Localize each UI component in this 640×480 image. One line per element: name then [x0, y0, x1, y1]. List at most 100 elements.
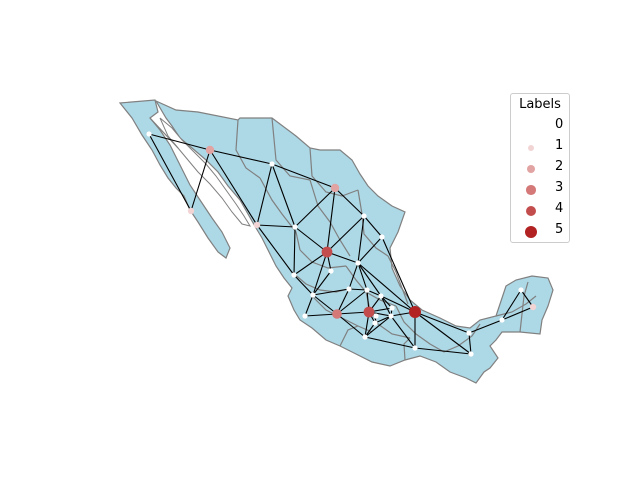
mainland	[154, 99, 554, 384]
node-mor	[372, 320, 378, 326]
edge-gto-qro	[348, 288, 368, 291]
node-son	[205, 145, 215, 155]
node-mich	[332, 309, 342, 319]
node-tab	[466, 330, 472, 336]
edge-slp-hgo	[357, 262, 382, 297]
node-mex	[363, 306, 375, 318]
edge-camp-qroo	[501, 306, 534, 321]
edge-dgo-zac	[294, 226, 328, 253]
edge-mor-gro	[364, 322, 376, 338]
edge-jal-gto	[312, 288, 350, 296]
legend-swatch	[528, 124, 534, 130]
legend-swatch	[525, 226, 537, 238]
edge-pue-oax	[390, 315, 416, 349]
legend-swatch	[526, 164, 536, 174]
mexico-land	[118, 99, 554, 384]
legend-label: 1	[555, 138, 564, 153]
network-nodes	[146, 131, 537, 357]
edge-sin-dgo	[256, 224, 296, 228]
edge-qro-mich	[336, 289, 368, 315]
legend-item: 1	[511, 137, 571, 157]
node-pue	[388, 313, 394, 319]
edge-slp-gto	[348, 262, 359, 290]
node-gto	[346, 286, 352, 292]
edge-tamps-slp	[357, 236, 383, 264]
edge-son-chih	[209, 149, 273, 165]
edge-hgo-pue	[380, 295, 392, 317]
legend-label: 4	[555, 201, 564, 216]
legend-label: 2	[555, 159, 564, 174]
edge-yuc-qroo	[520, 289, 534, 308]
edge-jal-col	[304, 294, 314, 317]
baja-peninsula	[118, 99, 231, 259]
edge-mor-pue	[374, 315, 392, 324]
edge-coah-nl	[334, 187, 365, 217]
edge-slp-ver	[357, 262, 416, 313]
edge-tamps-ver	[381, 236, 416, 313]
edge-nl-tamps	[363, 215, 383, 238]
edge-nay-jal	[293, 274, 314, 296]
edge-sin-nay	[256, 224, 295, 276]
edge-chis-tab	[468, 332, 472, 355]
edge-gro-oax	[364, 336, 416, 349]
edge-bc-son	[148, 133, 211, 151]
edge-nl-slp	[357, 215, 365, 264]
node-zac	[321, 246, 333, 258]
edge-hgo-tlax	[380, 295, 393, 309]
node-nl	[361, 213, 367, 219]
node-bc	[146, 131, 152, 137]
gulf-of-california	[159, 117, 252, 227]
node-gro	[362, 334, 368, 340]
node-cdmx	[373, 313, 379, 319]
legend-swatch	[526, 185, 536, 195]
legend: Labels 0 1 2 3 4 5	[510, 93, 570, 243]
node-hgo	[378, 293, 384, 299]
edge-hgo-ver	[380, 295, 416, 313]
edge-chih-sin	[256, 163, 273, 226]
node-ver	[409, 306, 421, 318]
legend-label: 0	[555, 117, 564, 132]
node-tlax	[389, 305, 395, 311]
edge-oax-chis	[414, 347, 472, 355]
edge-col-mich	[304, 313, 338, 317]
node-sin	[253, 221, 261, 229]
edge-son-sin	[209, 149, 258, 226]
node-chih	[269, 161, 275, 167]
edge-coah-dgo	[294, 187, 336, 228]
node-slp	[355, 260, 361, 266]
edge-tab-camp	[468, 319, 503, 334]
node-qroo	[529, 303, 537, 311]
node-tamps	[379, 234, 385, 240]
legend-swatch	[527, 144, 535, 152]
edge-nl-zac	[326, 215, 365, 253]
node-jal	[310, 292, 316, 298]
edge-pue-gro	[364, 315, 392, 338]
edge-ver-chis	[414, 311, 472, 355]
legend-item: 5	[511, 221, 571, 241]
edge-ver-tab	[414, 311, 470, 334]
edge-camp-yuc	[501, 289, 522, 321]
edge-slp-qro	[357, 262, 368, 291]
node-camp	[499, 317, 505, 323]
legend-title: Labels	[519, 97, 561, 112]
edge-chih-dgo	[271, 163, 296, 228]
node-ags	[328, 268, 334, 274]
edge-coah-zac	[326, 187, 336, 253]
node-yuc	[518, 287, 524, 293]
node-bcs	[187, 207, 195, 215]
edge-chih-coah	[271, 163, 336, 189]
edge-son-bcs	[190, 149, 211, 212]
legend-item: 3	[511, 179, 571, 199]
node-chis	[468, 351, 474, 357]
legend-item: 4	[511, 200, 571, 220]
legend-item: 0	[511, 116, 571, 136]
edge-bc-bcs	[148, 133, 192, 212]
node-nay	[291, 272, 297, 278]
network-edges	[148, 133, 534, 355]
edge-zac-jal	[312, 251, 328, 296]
legend-swatch	[525, 205, 537, 217]
node-coah	[330, 183, 340, 193]
node-oax	[412, 345, 418, 351]
